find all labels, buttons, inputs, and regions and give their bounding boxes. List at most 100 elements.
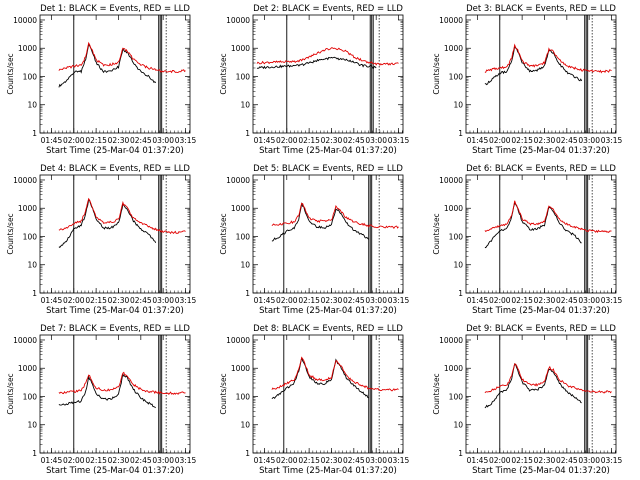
x-tick-label: 03:15 [388,136,410,145]
x-tick-label: 02:30 [321,136,343,145]
x-tick-label: 02:00 [276,456,298,465]
y-tick-label: 100 [23,232,38,241]
y-axis-label: Counts/sec [219,213,228,254]
plot-frame [39,174,191,294]
x-tick-label: 01:45 [41,136,63,145]
x-tick-label: 02:15 [511,456,533,465]
lld-series-line [484,200,612,234]
x-tick-label: 02:00 [489,136,511,145]
y-tick-label: 100 [449,232,464,241]
x-tick-label: 03:00 [365,456,387,465]
y-tick-label: 100 [449,72,464,81]
x-tick-label: 02:45 [130,136,152,145]
events-series-line [271,202,369,242]
y-tick-label: 1000 [18,364,37,373]
y-tick-label: 10000 [439,16,463,25]
x-axis-label: Start Time (25-Mar-04 01:37:20) [46,466,184,476]
detector-panel-8: Det 8: BLACK = Events, RED = LLD 1 10 100 10… [219,324,410,476]
y-axis-label: Counts/sec [219,53,228,94]
x-axis-label: Start Time (25-Mar-04 01:37:20) [46,146,184,156]
panel-title: Det 5: BLACK = Events, RED = LLD [253,164,403,174]
lld-series-line [271,202,399,229]
x-axis-label: Start Time (25-Mar-04 01:37:20) [472,306,610,316]
x-tick-label: 02:30 [321,456,343,465]
x-tick-label: 01:45 [41,456,63,465]
x-tick-label: 02:45 [343,456,365,465]
x-tick-label: 02:45 [343,296,365,305]
x-tick-label: 02:30 [108,296,130,305]
x-tick-label: 03:00 [365,136,387,145]
y-tick-label: 10000 [226,176,250,185]
x-tick-label: 01:45 [254,296,276,305]
x-tick-label: 03:15 [388,456,410,465]
events-series-line [58,198,157,249]
y-axis-label: Counts/sec [6,373,15,414]
x-axis-label: Start Time (25-Mar-04 01:37:20) [259,306,397,316]
plot-frame [252,334,404,454]
detector-panel-5: Det 5: BLACK = Events, RED = LLD 1 10 100 10… [219,164,410,316]
plot-frame [39,334,191,454]
lld-series-line [484,43,612,74]
x-tick-label: 01:45 [41,296,63,305]
y-tick-label: 10000 [439,176,463,185]
y-tick-label: 10 [240,261,250,270]
y-tick-label: 10000 [13,16,37,25]
y-tick-label: 1000 [444,204,463,213]
x-tick-label: 01:45 [467,296,489,305]
x-axis-label: Start Time (25-Mar-04 01:37:20) [472,146,610,156]
y-tick-label: 1 [458,129,463,138]
x-tick-label: 02:30 [321,296,343,305]
x-axis-label: Start Time (25-Mar-04 01:37:20) [259,146,397,156]
x-tick-label: 02:00 [489,456,511,465]
x-axis-label: Start Time (25-Mar-04 01:37:20) [472,466,610,476]
lld-series-line [58,371,186,396]
y-tick-label: 100 [236,232,251,241]
x-tick-label: 03:00 [578,456,600,465]
events-series-line [58,372,156,409]
x-tick-label: 02:00 [276,296,298,305]
x-tick-label: 02:15 [511,136,533,145]
x-tick-label: 02:30 [108,456,130,465]
y-tick-label: 1000 [231,44,250,53]
detector-panel-9: Det 9: BLACK = Events, RED = LLD 1 10 100 10… [432,324,623,476]
x-tick-label: 03:15 [388,296,410,305]
events-series-line [484,202,582,249]
x-tick-label: 03:15 [175,136,197,145]
y-tick-label: 1000 [18,204,37,213]
y-tick-label: 10 [240,101,250,110]
y-tick-label: 10 [453,421,463,430]
x-tick-label: 02:45 [130,456,152,465]
lld-series-line [256,47,399,66]
y-tick-label: 10000 [226,16,250,25]
y-tick-label: 10 [453,261,463,270]
panel-title: Det 2: BLACK = Events, RED = LLD [253,4,403,14]
x-tick-label: 03:15 [601,136,623,145]
x-tick-label: 02:45 [556,296,578,305]
events-series-line [484,363,582,409]
x-tick-label: 02:15 [298,296,320,305]
y-axis-label: Counts/sec [432,373,441,414]
lld-series-line [484,363,612,394]
y-tick-label: 10000 [439,336,463,345]
x-tick-label: 03:15 [175,296,197,305]
panel-title: Det 7: BLACK = Events, RED = LLD [40,324,190,334]
detector-panel-7: Det 7: BLACK = Events, RED = LLD 1 10 100 10… [6,324,197,476]
y-tick-label: 1 [245,289,250,298]
x-tick-label: 02:45 [130,296,152,305]
y-axis-label: Counts/sec [432,53,441,94]
y-tick-label: 10 [27,101,37,110]
y-tick-label: 1 [245,449,250,458]
y-tick-label: 10 [453,101,463,110]
x-tick-label: 02:00 [63,136,85,145]
y-tick-label: 10000 [13,176,37,185]
x-axis-label: Start Time (25-Mar-04 01:37:20) [46,306,184,316]
y-tick-label: 1 [32,449,37,458]
x-tick-label: 02:15 [85,296,107,305]
lld-series-line [271,356,399,392]
x-tick-label: 02:00 [63,296,85,305]
y-tick-label: 10000 [226,336,250,345]
detector-panel-6: Det 6: BLACK = Events, RED = LLD 1 10 100 10… [432,164,623,316]
x-tick-label: 02:30 [534,136,556,145]
plot-frame [252,174,404,294]
x-tick-label: 01:45 [467,136,489,145]
